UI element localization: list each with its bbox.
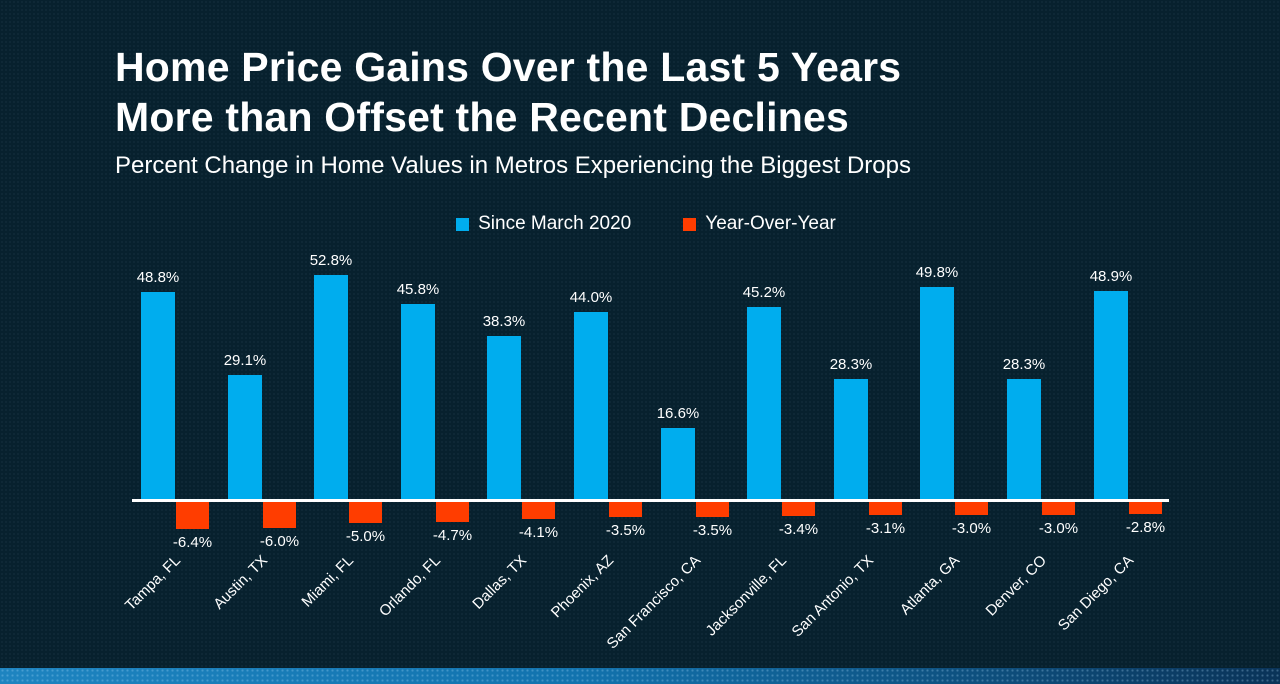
bar-year-over-year	[609, 502, 642, 517]
bar-value-label: 48.9%	[1089, 268, 1133, 285]
bar-negative-value-label: -2.8%	[1125, 519, 1166, 536]
bar-value-label: 29.1%	[223, 352, 267, 369]
bar-since-march-2020	[1094, 291, 1128, 499]
bar-value-label: 38.3%	[482, 313, 526, 330]
bar-negative-value-label: -3.5%	[692, 522, 733, 539]
bar-year-over-year	[436, 502, 469, 522]
chart-subtitle: Percent Change in Home Values in Metros …	[115, 152, 911, 179]
bar-since-march-2020	[834, 379, 868, 499]
bar-since-march-2020	[574, 312, 608, 499]
legend-item-year-over-year: Year-Over-Year	[683, 213, 836, 235]
bar-year-over-year	[349, 502, 382, 523]
bar-year-over-year	[1042, 502, 1075, 515]
x-axis-line	[132, 499, 1169, 502]
legend-item-since-march-2020: Since March 2020	[456, 213, 631, 235]
bar-negative-value-label: -3.4%	[778, 521, 819, 538]
bar-value-label: 52.8%	[309, 252, 353, 269]
bar-negative-value-label: -6.0%	[259, 533, 300, 550]
legend-label: Year-Over-Year	[705, 213, 836, 234]
chart-title-line1: Home Price Gains Over the Last 5 Years	[115, 44, 902, 90]
bar-since-march-2020	[401, 304, 435, 499]
legend: Since March 2020 Year-Over-Year	[0, 213, 1280, 235]
bar-year-over-year	[522, 502, 555, 519]
bar-since-march-2020	[314, 275, 348, 499]
bar-year-over-year	[955, 502, 988, 515]
bar-since-march-2020	[487, 336, 521, 499]
square-swatch-icon	[456, 217, 470, 231]
square-swatch-icon	[683, 217, 697, 231]
chart-title-line2: More than Offset the Recent Declines	[115, 94, 849, 140]
bar-year-over-year	[696, 502, 729, 517]
bar-negative-value-label: -5.0%	[345, 528, 386, 545]
bar-year-over-year	[869, 502, 902, 515]
bar-since-march-2020	[1007, 379, 1041, 499]
bar-since-march-2020	[920, 287, 954, 499]
bar-year-over-year	[782, 502, 815, 516]
bar-since-march-2020	[661, 428, 695, 499]
bar-negative-value-label: -4.1%	[518, 524, 559, 541]
bar-value-label: 48.8%	[136, 269, 180, 286]
bar-value-label: 16.6%	[656, 405, 700, 422]
bar-negative-value-label: -4.7%	[432, 527, 473, 544]
bar-negative-value-label: -3.0%	[1038, 520, 1079, 537]
bar-since-march-2020	[141, 292, 175, 499]
legend-label: Since March 2020	[478, 213, 632, 234]
bar-negative-value-label: -6.4%	[172, 534, 213, 551]
bar-since-march-2020	[747, 307, 781, 499]
bar-value-label: 45.8%	[396, 281, 440, 298]
bar-negative-value-label: -3.0%	[951, 520, 992, 537]
bottom-accent-bar	[0, 668, 1280, 684]
bar-value-label: 49.8%	[915, 264, 959, 281]
bar-negative-value-label: -3.5%	[605, 522, 646, 539]
bar-since-march-2020	[228, 375, 262, 499]
bar-year-over-year	[263, 502, 296, 528]
bar-value-label: 28.3%	[829, 356, 873, 373]
chart-title: Home Price Gains Over the Last 5 Years M…	[115, 42, 901, 142]
bar-value-label: 45.2%	[742, 284, 786, 301]
bar-value-label: 44.0%	[569, 289, 613, 306]
bar-year-over-year	[1129, 502, 1162, 514]
bar-negative-value-label: -3.1%	[865, 520, 906, 537]
bar-value-label: 28.3%	[1002, 356, 1046, 373]
bar-year-over-year	[176, 502, 209, 529]
